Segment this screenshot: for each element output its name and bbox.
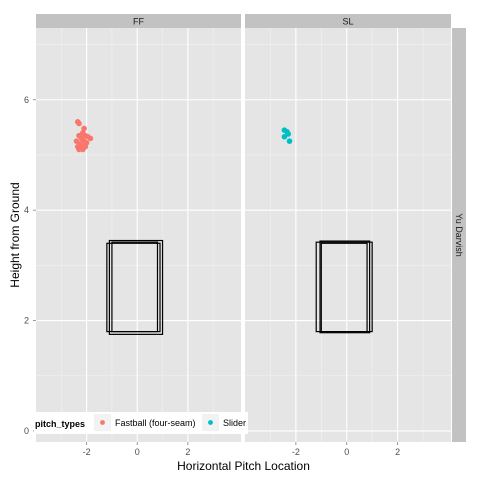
y-tick-label: 4 (24, 205, 29, 215)
data-point (87, 135, 94, 142)
legend-label: Slider (223, 418, 246, 428)
axes: -2 0 2 -2 0 2 0 2 4 6 Horizontal Pitch Location Hei… (8, 95, 400, 473)
row-strip (452, 28, 466, 442)
x-tick-label: -2 (83, 447, 91, 457)
legend: pitch_types Fastball (four-seam) Slider (34, 412, 248, 434)
x-tick-label: -2 (292, 447, 300, 457)
panel-ff (36, 28, 241, 442)
facet-strips: FF SL Yu Darvish (36, 14, 466, 442)
panel-background (245, 28, 451, 442)
legend-title: pitch_types (35, 419, 85, 429)
x-tick-label: 0 (344, 447, 349, 457)
y-axis-title: Height from Ground (8, 182, 22, 287)
facet-strip-label: FF (133, 17, 144, 27)
data-point (281, 133, 288, 140)
strike-zone-rect (320, 242, 368, 333)
y-tick-label: 2 (24, 316, 29, 326)
legend-label: Fastball (four-seam) (115, 418, 196, 428)
strike-zone-rect (108, 239, 164, 335)
row-strip-label: Yu Darvish (454, 213, 464, 257)
x-tick-label: 0 (135, 447, 140, 457)
strike-zone-rect (111, 241, 159, 333)
x-axis-title: Horizontal Pitch Location (177, 459, 310, 473)
legend-key-point (100, 420, 105, 425)
panel-background (36, 28, 241, 442)
facet-strip-sl (245, 14, 451, 28)
data-point (76, 120, 82, 127)
y-tick-label: 0 (24, 426, 29, 436)
x-tick-label: 2 (395, 447, 400, 457)
data-point (80, 146, 86, 153)
data-point (286, 138, 293, 144)
legend-key-point (208, 420, 213, 425)
x-tick-label: 2 (185, 447, 190, 457)
legend-box (34, 412, 248, 434)
strike-zone-rect (319, 240, 371, 334)
facet-panels (36, 28, 451, 442)
y-tick-label: 6 (24, 95, 29, 105)
data-point (81, 125, 87, 132)
facet-strip-label: SL (342, 17, 353, 27)
facet-strip-ff (36, 14, 241, 28)
panel-sl (245, 28, 451, 442)
